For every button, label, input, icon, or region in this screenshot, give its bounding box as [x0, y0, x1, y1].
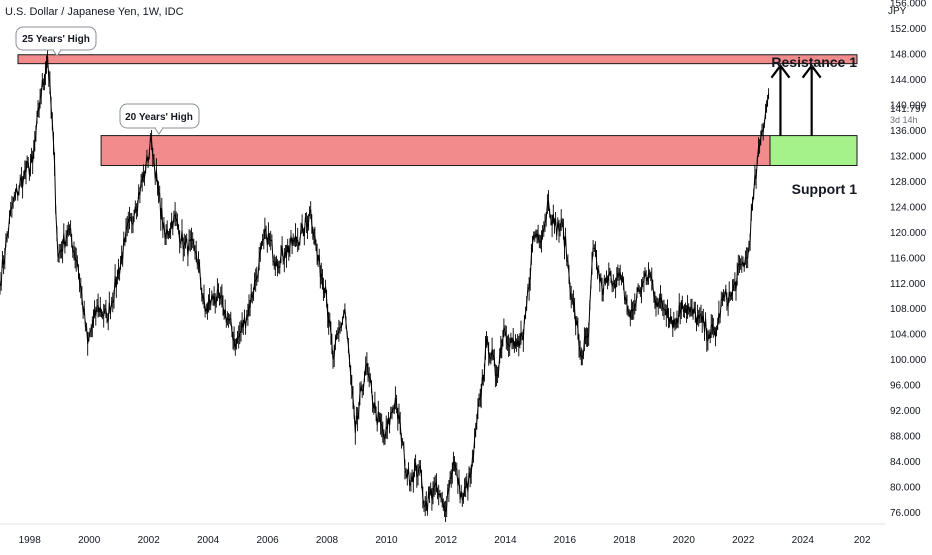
x-tick-label: 2006 [256, 535, 279, 546]
x-tick-label: 2000 [78, 535, 101, 546]
overlay-layer [770, 63, 822, 136]
x-tick-label: 2022 [732, 535, 755, 546]
callout-20-label: 20 Years' High [125, 112, 193, 123]
supply-zone[interactable] [100, 135, 771, 167]
x-tick-label: 2018 [613, 535, 636, 546]
y-tick-label: 120.000 [890, 228, 927, 239]
price-series-line [0, 57, 770, 513]
y-tick-label: 148.000 [890, 50, 927, 61]
currency-label: JPY [888, 6, 907, 17]
y-tick-label: 136.000 [890, 126, 927, 137]
callout-25-years-high[interactable]: 25 Years' High [15, 26, 97, 57]
x-tick-label: 2002 [138, 535, 161, 546]
up-arrow-icon [770, 63, 791, 136]
x-tick-label: 2012 [435, 535, 458, 546]
y-tick-label: 80.000 [890, 483, 921, 494]
x-tick-label: 2008 [316, 535, 339, 546]
x-tick-label: 2016 [554, 535, 577, 546]
y-tick-label: 92.000 [890, 406, 921, 417]
x-tick-label: 2020 [673, 535, 696, 546]
x-tick-label: 2024 [792, 535, 815, 546]
y-tick-label: 128.000 [890, 177, 927, 188]
y-tick-label: 124.000 [890, 202, 927, 213]
x-tick-label: 2004 [197, 535, 220, 546]
y-tick-label: 156.000 [890, 0, 927, 10]
y-tick-label: 152.000 [890, 24, 927, 35]
y-tick-label: 116.000 [890, 253, 926, 264]
up-arrow-icon [801, 63, 822, 136]
y-tick-label: 108.000 [890, 304, 927, 315]
callout-25-label: 25 Years' High [22, 34, 90, 45]
resistance-label: Resistance 1 [771, 54, 857, 70]
x-tick-label: 2010 [375, 535, 398, 546]
x-tick-label: 1998 [19, 535, 42, 546]
support-zone[interactable] [769, 135, 858, 167]
callout-20-years-high[interactable]: 20 Years' High [119, 103, 200, 135]
y-axis[interactable]: 156.000 152.000 148.000 144.000 140.000 136.0… [890, 0, 927, 519]
y-tick-label: 84.000 [890, 457, 921, 468]
chart-title: U.S. Dollar / Japanese Yen, 1W, IDC [5, 6, 184, 18]
x-axis[interactable]: 1998 2000 2002 2004 2006 2008 2010 2012 2014 2016… [0, 523, 886, 546]
last-price-value: 141.797 [890, 104, 927, 115]
y-tick-label: 96.000 [890, 381, 921, 392]
y-tick-label: 104.000 [890, 330, 927, 341]
support-label: Support 1 [792, 181, 858, 197]
y-tick-label: 112.000 [890, 279, 926, 290]
y-tick-label: 132.000 [890, 152, 927, 163]
zones-layer [17, 54, 858, 167]
price-candle-wicks [0, 46, 770, 523]
last-price-label: 141.797 3d 14h [890, 104, 927, 125]
y-tick-label: 144.000 [890, 75, 927, 86]
y-tick-label: 88.000 [890, 432, 921, 443]
y-tick-label: 140.000 [890, 101, 927, 112]
last-price-countdown: 3d 14h [890, 115, 918, 125]
y-tick-label: 76.000 [890, 508, 921, 519]
y-tick-label: 100.000 [890, 355, 927, 366]
resistance-zone[interactable] [17, 54, 858, 65]
x-tick-label: 2014 [494, 535, 517, 546]
series-layer [0, 46, 770, 523]
x-tick-label: 202 [854, 535, 871, 546]
